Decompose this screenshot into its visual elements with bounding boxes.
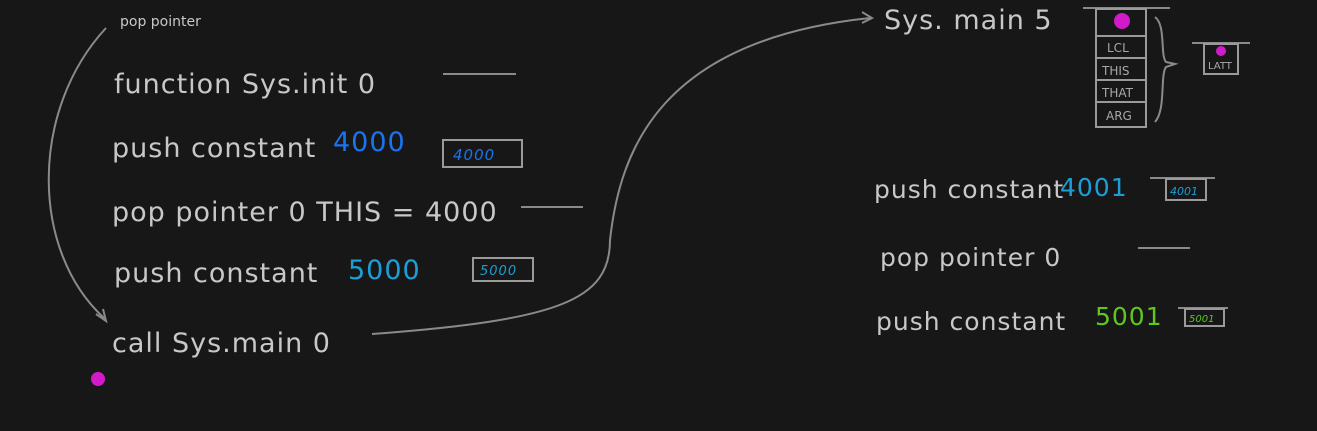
pop-pointer-annotation: pop pointer	[120, 14, 201, 30]
stack-box-5000-label: 5000	[480, 264, 517, 279]
line-push-5001: push constant	[876, 307, 1066, 336]
line-push-4001: push constant	[874, 175, 1064, 204]
line-pop-pointer-right: pop pointer 0	[880, 243, 1061, 272]
stack-box-4000	[442, 139, 523, 168]
frame-lcl: LCL	[1107, 41, 1129, 55]
line-pop-pointer: pop pointer 0 THIS = 4000	[112, 197, 498, 228]
stack-box-4001	[1165, 178, 1207, 201]
frame-arg: ARG	[1106, 109, 1132, 123]
frame-this: THIS	[1101, 64, 1130, 78]
frame-that: THAT	[1101, 86, 1134, 100]
call-arrow	[371, 17, 871, 335]
side-box-label: LATT	[1208, 61, 1233, 72]
stack-top-dot	[1114, 13, 1130, 29]
stack-frame: LCL THIS THAT ARG	[1083, 7, 1179, 128]
value-4000: 4000	[333, 127, 406, 158]
value-5000: 5000	[348, 255, 421, 286]
stack-box-4000-label: 4000	[453, 146, 495, 164]
line-push-4000: push constant	[112, 133, 316, 164]
cursor-dot-left	[91, 372, 105, 386]
side-stack: LATT	[1192, 42, 1250, 75]
stack-box-5001	[1184, 308, 1225, 327]
call-arrow-head	[861, 11, 875, 24]
return-arrow	[47, 27, 107, 319]
value-4001: 4001	[1060, 173, 1128, 202]
stack-box-5000	[472, 257, 534, 282]
line-push-5000: push constant	[114, 258, 318, 289]
stack-box-4001-label: 4001	[1170, 185, 1198, 198]
line-function-sys-init: function Sys.init 0	[114, 69, 376, 100]
return-arrow-head	[95, 308, 108, 324]
line-call-sys-main: call Sys.main 0	[112, 328, 331, 359]
sys-main-header: Sys. main 5	[884, 5, 1053, 36]
stack-box-5001-label: 5001	[1189, 314, 1214, 325]
value-5001: 5001	[1095, 302, 1163, 331]
